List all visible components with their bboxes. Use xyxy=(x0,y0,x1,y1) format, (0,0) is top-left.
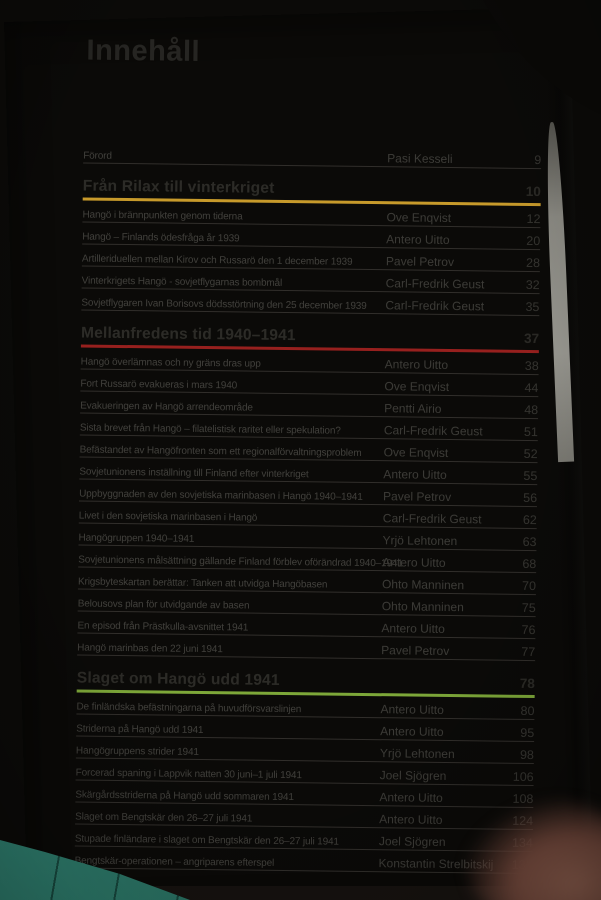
entry-title: De finländska befästningarna på huvudför… xyxy=(76,701,302,716)
entry-page: 95 xyxy=(520,725,535,741)
toc-entry-row: Sovjetflygaren Ivan Borisovs dödsstörtni… xyxy=(81,288,540,317)
entry-page: 98 xyxy=(519,747,535,763)
entry-page: 55 xyxy=(523,468,538,484)
entry-author: Carl-Fredrik Geust xyxy=(382,511,482,527)
entry-title: Sista brevet från Hangö – filatelistisk … xyxy=(79,422,341,437)
entry-author: Antero Uitto xyxy=(379,790,443,805)
entry-author: Ohto Manninen xyxy=(381,599,464,615)
entry-title: Hangögruppen 1940–1941 xyxy=(78,532,195,545)
table-of-contents: Innehåll Förord Pasi Kesseli 9 Från Rilax t… xyxy=(74,34,543,875)
entry-title: Slaget om Bengtskär den 26–27 juli 1941 xyxy=(75,811,253,825)
section-title: Slaget om Hangö udd 1941 xyxy=(76,669,280,689)
entry-title: Belousovs plan för utvidgande av basen xyxy=(77,598,250,612)
entry-page: 77 xyxy=(521,644,536,660)
entry-page: 20 xyxy=(526,233,541,249)
entry-page: 63 xyxy=(522,534,537,550)
section-page: 78 xyxy=(519,675,535,692)
entry-author: Pavel Petrov xyxy=(383,489,452,505)
entry-author: Ove Enqvist xyxy=(383,445,449,460)
entry-author: Carl-Fredrik Geust xyxy=(385,276,485,292)
section-title: Mellanfredens tid 1940–1941 xyxy=(80,324,296,345)
entry-author: Pavel Petrov xyxy=(385,254,455,270)
entry-author: Antero Uitto xyxy=(383,467,447,482)
book-page: Innehåll Förord Pasi Kesseli 9 Från Rilax t… xyxy=(4,7,593,900)
entry-author: Ohto Manninen xyxy=(381,577,465,593)
entry-author: Antero Uitto xyxy=(380,724,444,739)
entry-page: 52 xyxy=(523,446,538,462)
entry-author: Antero Uitto xyxy=(381,621,445,636)
entry-title: Fort Russarö evakueras i mars 1940 xyxy=(80,378,238,392)
entry-author: Yrjö Lehtonen xyxy=(379,746,455,762)
entry-author: Pentti Airio xyxy=(384,401,442,416)
foreword-author: Pasi Kesseli xyxy=(387,151,453,167)
entry-title: Hangö marinbas den 22 juni 1941 xyxy=(77,642,223,656)
entry-title: Striderna på Hangö udd 1941 xyxy=(76,723,204,737)
entry-author: Joel Sjögren xyxy=(379,768,447,783)
entry-title: Befästandet av Hangöfronten som ett regi… xyxy=(79,444,362,459)
toc-entry-row: Bengtskär-operationen – angriparens efte… xyxy=(74,846,533,875)
section-page: 37 xyxy=(523,330,540,347)
entry-author: Antero Uitto xyxy=(386,232,450,247)
foreword-page: 9 xyxy=(534,153,542,168)
entry-title: En episod från Prästkulla-avsnittet 1941 xyxy=(77,620,249,634)
entry-author: Antero Uitto xyxy=(384,357,449,372)
entry-page: 75 xyxy=(521,600,536,616)
section-page: 10 xyxy=(525,183,541,200)
entry-author: Antero Uitto xyxy=(379,812,443,827)
entry-author: Ove Enqvist xyxy=(386,210,452,226)
entry-author: Carl-Fredrik Geust xyxy=(383,423,483,439)
entry-page: 80 xyxy=(520,703,535,719)
entry-author: Yrjö Lehtonen xyxy=(382,533,458,549)
entry-title: Vinterkrigets Hangö - sovjetflygarnas bo… xyxy=(81,275,283,289)
entry-title: Uppbyggnaden av den sovjetiska marinbase… xyxy=(79,488,363,503)
entry-page: 106 xyxy=(512,769,534,785)
foreword-title: Förord xyxy=(83,150,112,162)
entry-page: 44 xyxy=(524,380,539,396)
entry-title: Sovjetunionens målsättning gällande Finl… xyxy=(78,554,403,570)
section-title: Från Rilax till vinterkriget xyxy=(82,177,275,197)
entry-page: 76 xyxy=(521,622,536,638)
entry-page: 48 xyxy=(524,402,539,418)
entry-title: Evakueringen av Hangö arrendeområde xyxy=(80,400,253,414)
entry-title: Sovjetunionens inställning till Finland … xyxy=(79,466,309,481)
entry-page: 62 xyxy=(522,512,537,528)
toc-row-foreword: Förord Pasi Kesseli 9 xyxy=(83,141,542,170)
entry-author: Antero Uitto xyxy=(382,555,446,570)
entry-title: Stupade finländare i slaget om Bengtskär… xyxy=(74,833,339,848)
entry-title: Bengtskär-operationen – angriparens efte… xyxy=(74,855,275,869)
entry-page: 38 xyxy=(524,358,539,374)
entry-page: 12 xyxy=(526,211,541,227)
toc-list: Förord Pasi Kesseli 9 Från Rilax till vinte… xyxy=(74,141,542,875)
entry-title: Forcerad spaning i Lappvik natten 30 jun… xyxy=(75,767,302,782)
entry-title: Hangö överlämnas och ny gräns dras upp xyxy=(80,356,261,370)
entry-title: Artilleriduellen mellan Kirov och Russar… xyxy=(81,253,353,268)
entry-page: 32 xyxy=(525,277,540,293)
entry-author: Pavel Petrov xyxy=(381,643,450,659)
entry-title: Krigsbyteskartan berättar: Tanken att ut… xyxy=(77,576,328,591)
entry-author: Ove Enqvist xyxy=(384,379,450,394)
entry-title: Hangö – Finlands ödesfråga år 1939 xyxy=(82,231,240,245)
entry-page: 35 xyxy=(525,299,540,315)
page-title: Innehåll xyxy=(86,34,201,68)
entry-title: Hangögruppens strider 1941 xyxy=(75,745,199,758)
entry-page: 70 xyxy=(522,578,537,594)
entry-page: 51 xyxy=(523,424,538,440)
entry-title: Livet i den sovjetiska marinbasen i Hang… xyxy=(78,510,258,524)
entry-page: 28 xyxy=(525,255,541,271)
entry-title: Skärgårdsstriderna på Hangö udd sommaren… xyxy=(75,789,294,804)
entry-page: 68 xyxy=(522,556,537,572)
entry-title: Sovjetflygaren Ivan Borisovs dödsstörtni… xyxy=(81,297,367,312)
entry-title: Hangö i brännpunkten genom tiderna xyxy=(82,209,243,223)
entry-author: Antero Uitto xyxy=(380,702,444,717)
toc-entry-row: Hangö marinbas den 22 juni 1941 Pavel Pet… xyxy=(77,633,536,662)
entry-page: 56 xyxy=(523,490,538,506)
entry-author: Carl-Fredrik Geust xyxy=(385,298,485,314)
